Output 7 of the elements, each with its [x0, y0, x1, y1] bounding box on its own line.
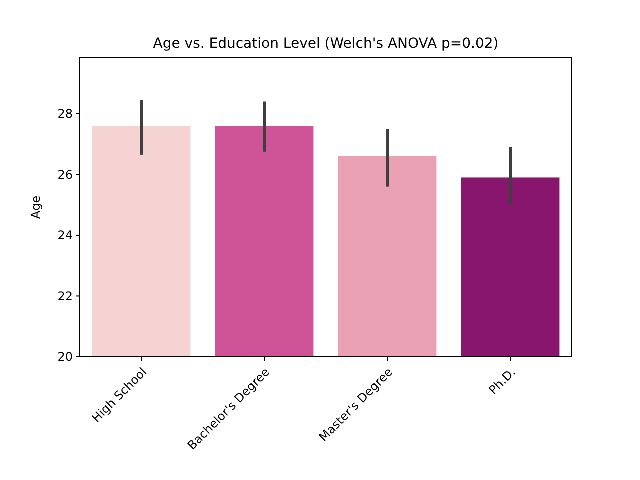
chart-title: Age vs. Education Level (Welch's ANOVA p=0.02): [153, 36, 499, 52]
y-tick-label: 26: [58, 168, 73, 182]
y-tick-label: 28: [58, 107, 73, 122]
y-tick-label: 20: [58, 350, 73, 364]
y-axis-title: Age: [29, 196, 43, 220]
y-tick-label: 24: [58, 228, 73, 243]
y-tick-label: 22: [58, 289, 73, 304]
